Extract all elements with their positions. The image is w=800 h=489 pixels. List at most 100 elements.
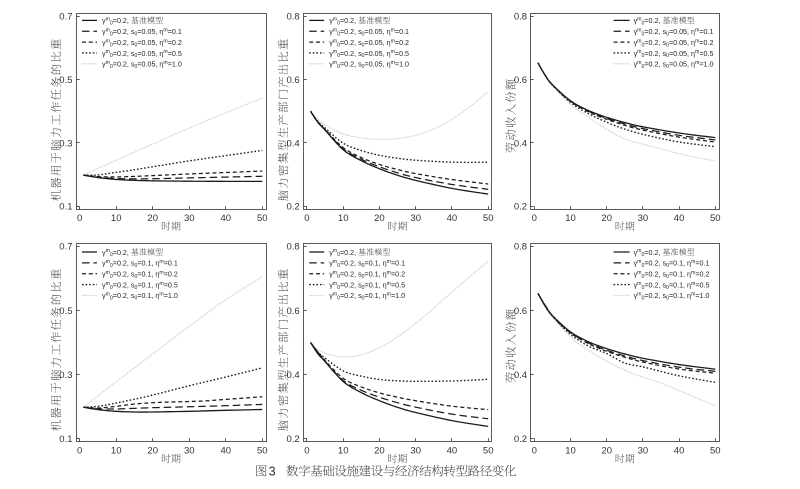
svg-text:0: 0: [110, 263, 113, 269]
svg-text:0: 0: [134, 274, 137, 280]
svg-text:0: 0: [362, 42, 365, 48]
svg-text:10: 10: [338, 446, 349, 457]
svg-text:γ: γ: [329, 39, 333, 47]
svg-text:m: m: [387, 292, 391, 298]
svg-text:0: 0: [337, 285, 340, 291]
svg-text:=0.2, s: =0.2, s: [113, 271, 135, 279]
svg-text:=0.05, η: =0.05, η: [669, 39, 695, 47]
svg-text:0: 0: [362, 285, 365, 291]
svg-text:m: m: [637, 49, 641, 55]
svg-text:=0.05, η: =0.05, η: [365, 61, 391, 69]
svg-text:=0.5: =0.5: [164, 281, 178, 289]
svg-text:m: m: [333, 60, 337, 66]
svg-text:20: 20: [374, 213, 385, 224]
svg-text:0.8: 0.8: [514, 12, 527, 23]
svg-text:20: 20: [374, 446, 385, 457]
svg-text:=0.1, η: =0.1, η: [365, 281, 387, 289]
svg-text:0.4: 0.4: [286, 138, 299, 149]
svg-text:0: 0: [134, 64, 137, 70]
svg-text:m: m: [159, 270, 163, 276]
svg-text:=0.05, η: =0.05, η: [137, 61, 163, 69]
svg-text:0: 0: [337, 64, 340, 70]
svg-text:0.2: 0.2: [286, 434, 299, 445]
svg-text:=0.2, s: =0.2, s: [340, 39, 362, 47]
svg-text:0: 0: [337, 31, 340, 37]
svg-text:0.8: 0.8: [286, 12, 299, 23]
svg-text:0.8: 0.8: [514, 242, 527, 253]
svg-text:30: 30: [410, 213, 421, 224]
svg-text:0: 0: [337, 53, 340, 59]
svg-text:0: 0: [110, 53, 113, 59]
svg-text:=0.1: =0.1: [168, 28, 182, 36]
svg-text:m: m: [159, 281, 163, 287]
svg-text:m: m: [637, 270, 641, 276]
svg-text:m: m: [106, 270, 110, 276]
svg-text:=0.1, η: =0.1, η: [669, 260, 691, 268]
svg-text:m: m: [691, 270, 695, 276]
svg-text:γ: γ: [634, 17, 638, 25]
svg-text:γ: γ: [634, 260, 638, 268]
svg-text:=0.1, η: =0.1, η: [137, 281, 159, 289]
svg-text:m: m: [333, 281, 337, 287]
svg-text:0: 0: [337, 263, 340, 269]
svg-text:m: m: [106, 49, 110, 55]
svg-text:0: 0: [666, 42, 669, 48]
svg-text:m: m: [691, 259, 695, 265]
svg-text:=0.5: =0.5: [395, 50, 409, 58]
svg-text:=0.1, η: =0.1, η: [669, 292, 691, 300]
svg-text:γ: γ: [329, 61, 333, 69]
svg-text:m: m: [387, 259, 391, 265]
svg-text:=1.0: =1.0: [168, 61, 182, 69]
svg-text:=0.05, η: =0.05, η: [137, 50, 163, 58]
svg-text:0: 0: [337, 42, 340, 48]
svg-text:0: 0: [642, 263, 645, 269]
svg-text:0.2: 0.2: [286, 202, 299, 213]
svg-text:γ: γ: [102, 271, 106, 279]
svg-text:0.1: 0.1: [59, 202, 72, 213]
svg-text:=0.2: =0.2: [164, 271, 178, 279]
svg-text:m: m: [106, 281, 110, 287]
svg-text:50: 50: [483, 213, 494, 224]
svg-text:γ: γ: [329, 281, 333, 289]
svg-text:50: 50: [710, 446, 721, 457]
svg-text:0: 0: [304, 446, 309, 457]
svg-text:0: 0: [362, 64, 365, 70]
svg-text:0.8: 0.8: [286, 242, 299, 253]
svg-text:=0.2,: =0.2,: [340, 249, 358, 257]
svg-text:γ: γ: [102, 28, 106, 36]
svg-text:40: 40: [447, 213, 458, 224]
svg-text:0: 0: [77, 213, 82, 224]
svg-text:0.6: 0.6: [514, 75, 527, 86]
svg-text:30: 30: [184, 446, 195, 457]
svg-text:γ: γ: [102, 292, 106, 300]
svg-text:0: 0: [110, 285, 113, 291]
svg-text:0: 0: [337, 252, 340, 258]
svg-text:0.3: 0.3: [59, 370, 72, 381]
svg-text:=0.2, s: =0.2, s: [644, 292, 666, 300]
svg-text:m: m: [691, 292, 695, 298]
svg-text:=0.2, s: =0.2, s: [644, 50, 666, 58]
svg-text:0.7: 0.7: [59, 242, 72, 253]
svg-text:0: 0: [337, 274, 340, 280]
svg-text:γ: γ: [329, 50, 333, 58]
svg-text:=0.2,: =0.2,: [113, 249, 131, 257]
svg-text:m: m: [159, 292, 163, 298]
svg-text:0: 0: [134, 42, 137, 48]
svg-text:=0.2, s: =0.2, s: [644, 271, 666, 279]
svg-text:γ: γ: [102, 61, 106, 69]
svg-text:=0.05, η: =0.05, η: [137, 28, 163, 36]
svg-text:0: 0: [666, 53, 669, 59]
svg-text:m: m: [637, 292, 641, 298]
svg-text:γ: γ: [329, 271, 333, 279]
svg-text:m: m: [637, 27, 641, 33]
svg-text:0: 0: [110, 296, 113, 302]
svg-text:m: m: [333, 38, 337, 44]
svg-text:m: m: [159, 259, 163, 265]
svg-text:=0.05, η: =0.05, η: [365, 39, 391, 47]
svg-text:0: 0: [642, 21, 645, 27]
svg-text:0: 0: [304, 213, 309, 224]
svg-text:γ: γ: [102, 39, 106, 47]
svg-text:m: m: [333, 17, 337, 23]
svg-text:=0.2, s: =0.2, s: [340, 271, 362, 279]
svg-text:γ: γ: [634, 249, 638, 257]
